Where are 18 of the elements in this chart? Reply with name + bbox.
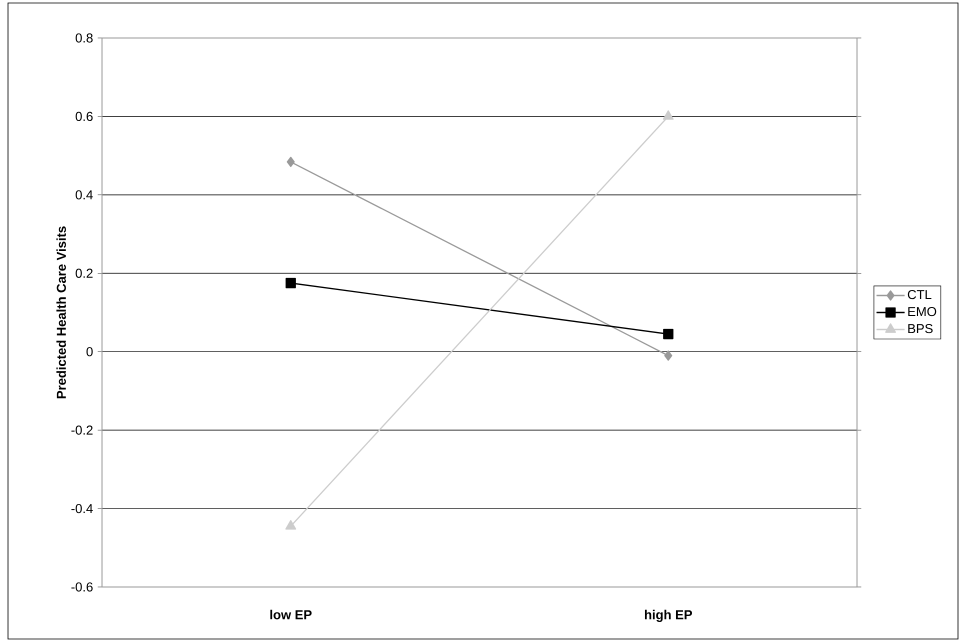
y-tick-label: 0: [86, 347, 93, 356]
point: [286, 278, 296, 288]
point: [663, 328, 674, 340]
y-tick-label: -0.2: [71, 426, 93, 435]
y-tick-label: 0.2: [76, 268, 93, 278]
legend-label: EMO: [908, 306, 936, 316]
y-tick-label: 0.4: [76, 190, 93, 200]
y-axis-title: Predicted Health Care Visits: [56, 226, 66, 398]
point: [286, 156, 295, 168]
legend-label: CTL: [908, 290, 932, 300]
x-tick-label: low EP: [270, 610, 312, 620]
point: [664, 350, 672, 361]
y-tick-label: 0.6: [76, 112, 93, 122]
y-tick-label: -0.6: [71, 582, 93, 592]
legend-label: BPS: [908, 324, 933, 334]
y-tick-label: 0.8: [76, 33, 93, 43]
y-tick-label: -0.4: [71, 504, 93, 514]
x-tick-label: high EP: [644, 610, 692, 622]
